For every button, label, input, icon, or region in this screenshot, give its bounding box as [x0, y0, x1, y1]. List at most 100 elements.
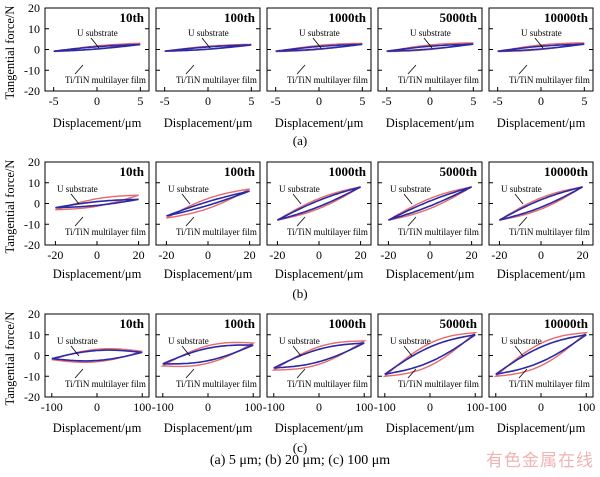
- multilayer-film-loop: [497, 43, 585, 52]
- x-axis-label: Displacement/μm: [164, 267, 253, 281]
- multilayer-film-loop: [164, 44, 252, 52]
- y-tick-label: -10: [24, 63, 40, 77]
- multilayer-film-label: Ti/TiN multilayer film: [65, 75, 146, 85]
- x-tick-label: -5: [271, 94, 281, 108]
- u-label-leader: [90, 37, 100, 49]
- cycle-label: 1000th: [328, 10, 366, 25]
- cycle-label: 10th: [119, 10, 144, 25]
- multilayer-film-label: Ti/TiN multilayer film: [287, 75, 368, 85]
- multilayer-film-label: Ti/TiN multilayer film: [287, 379, 368, 389]
- x-tick-label: -5: [493, 94, 503, 108]
- x-tick-label: 0: [316, 400, 322, 414]
- f-label-leader: [74, 368, 84, 379]
- u-label-leader: [292, 345, 302, 357]
- y-tick-label: -10: [24, 217, 40, 231]
- y-axis-label: Tangential force/N: [3, 160, 17, 254]
- x-axis-label: Displacement/μm: [53, 116, 142, 130]
- x-tick-label: 20: [577, 248, 589, 262]
- multilayer-film-loop: [53, 43, 141, 52]
- u-label-leader: [514, 193, 524, 205]
- multilayer-film-loop: [499, 186, 583, 221]
- x-tick-label: 0: [94, 94, 100, 108]
- u-label-leader: [403, 345, 413, 357]
- y-tick-label: -20: [24, 390, 40, 404]
- x-tick-label: 0: [94, 248, 100, 262]
- cycle-label: 1000th: [328, 164, 366, 179]
- cycle-label: 5000th: [439, 10, 477, 25]
- u-substrate-loop: [55, 194, 139, 211]
- u-substrate-label: U substrate: [188, 28, 229, 38]
- u-label-leader: [181, 345, 191, 357]
- y-tick-label: 0: [34, 349, 40, 363]
- f-label-leader: [518, 216, 528, 227]
- x-tick-label: 100: [133, 400, 151, 414]
- x-tick-label: 5: [470, 94, 476, 108]
- f-label-leader: [296, 216, 306, 227]
- x-tick-label: 20: [355, 248, 367, 262]
- multilayer-film-label: Ti/TiN multilayer film: [176, 379, 257, 389]
- multilayer-film-loop: [55, 198, 139, 209]
- y-tick-label: 10: [28, 328, 40, 342]
- multilayer-film-loop: [388, 186, 472, 221]
- u-label-leader: [70, 345, 80, 357]
- x-tick-label: 20: [244, 248, 256, 262]
- x-tick-label: 0: [538, 94, 544, 108]
- x-tick-label: 100: [466, 400, 484, 414]
- y-tick-label: 0: [34, 197, 40, 211]
- x-tick-label: 0: [316, 94, 322, 108]
- u-label-leader: [514, 345, 524, 357]
- x-tick-label: -100: [485, 400, 507, 414]
- u-substrate-label: U substrate: [501, 184, 542, 194]
- x-tick-label: 0: [316, 248, 322, 262]
- u-substrate-label: U substrate: [299, 28, 340, 38]
- x-tick-label: 0: [94, 400, 100, 414]
- x-tick-label: -20: [380, 248, 396, 262]
- x-tick-label: -20: [158, 248, 174, 262]
- u-substrate-label: U substrate: [77, 28, 118, 38]
- cycle-label: 100th: [224, 10, 256, 25]
- multilayer-film-label: Ti/TiN multilayer film: [65, 227, 146, 237]
- cycle-label: 100th: [224, 316, 256, 331]
- f-label-leader: [407, 368, 417, 379]
- u-label-leader: [70, 193, 80, 205]
- u-label-leader: [423, 37, 433, 49]
- multilayer-film-label: Ti/TiN multilayer film: [65, 379, 146, 389]
- x-axis-label: Displacement/μm: [275, 421, 364, 435]
- f-label-leader: [296, 64, 306, 75]
- u-label-leader: [292, 193, 302, 205]
- u-substrate-label: U substrate: [390, 336, 431, 346]
- x-axis-label: Displacement/μm: [275, 116, 364, 130]
- x-tick-label: -100: [41, 400, 63, 414]
- u-substrate-label: U substrate: [279, 184, 320, 194]
- multilayer-film-label: Ti/TiN multilayer film: [398, 75, 479, 85]
- x-axis-label: Displacement/μm: [386, 267, 475, 281]
- subfigure-caption: (b): [292, 286, 307, 301]
- multilayer-film-label: Ti/TiN multilayer film: [287, 227, 368, 237]
- figure-caption: (a) 5 μm; (b) 20 μm; (c) 100 μm: [209, 453, 391, 468]
- x-tick-label: 20: [133, 248, 145, 262]
- f-label-leader: [407, 216, 417, 227]
- multilayer-film-label: Ti/TiN multilayer film: [176, 227, 257, 237]
- x-axis-label: Displacement/μm: [164, 421, 253, 435]
- u-substrate-label: U substrate: [168, 336, 209, 346]
- y-tick-label: 20: [28, 307, 40, 321]
- x-tick-label: -5: [382, 94, 392, 108]
- x-tick-label: 5: [137, 94, 143, 108]
- cycle-label: 100th: [224, 164, 256, 179]
- u-substrate-label: U substrate: [410, 28, 451, 38]
- u-label-leader: [312, 37, 322, 49]
- x-tick-label: 0: [538, 400, 544, 414]
- x-tick-label: -20: [47, 248, 63, 262]
- multilayer-film-label: Ti/TiN multilayer film: [176, 75, 257, 85]
- u-substrate-label: U substrate: [279, 336, 320, 346]
- cycle-label: 5000th: [439, 316, 477, 331]
- x-axis-label: Displacement/μm: [497, 116, 586, 130]
- y-axis-label: Tangential force/N: [3, 6, 17, 100]
- u-substrate-label: U substrate: [521, 28, 562, 38]
- multilayer-film-loop: [495, 334, 587, 375]
- x-tick-label: -20: [491, 248, 507, 262]
- x-axis-label: Displacement/μm: [497, 267, 586, 281]
- f-label-leader: [185, 216, 195, 227]
- f-label-leader: [185, 368, 195, 379]
- multilayer-film-loop: [386, 43, 474, 52]
